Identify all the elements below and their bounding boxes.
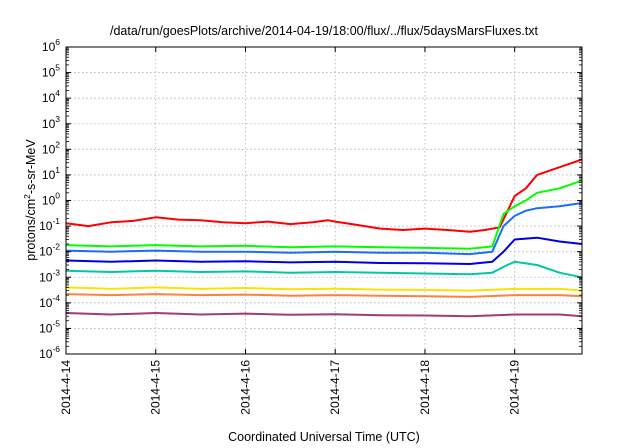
x-tick-label: 2014-4-17 [328, 360, 342, 415]
y-tick-base: 10 [42, 194, 56, 208]
series-line-2 [65, 179, 583, 250]
y-tick-exp: 4 [55, 88, 60, 98]
y-tick-label: 101 [42, 165, 60, 182]
y-tick-exp: 5 [55, 63, 60, 73]
x-tick-label: 2014-4-16 [238, 360, 252, 415]
y-tick-base: 10 [39, 219, 53, 233]
y-tick-exp: -2 [52, 242, 60, 252]
y-tick-base: 10 [39, 270, 53, 284]
y-tick-label: 10-4 [39, 293, 60, 310]
y-tick-base: 10 [42, 91, 56, 105]
y-tick-label: 10-1 [39, 216, 60, 233]
y-tick-exp: 6 [55, 37, 60, 47]
y-tick-label: 104 [42, 88, 60, 105]
series-line-6 [65, 286, 583, 292]
y-tick-base: 10 [39, 296, 53, 310]
y-tick-label: 10-5 [39, 318, 60, 335]
y-tick-label: 10-3 [39, 267, 60, 284]
x-tick-label: 2014-4-19 [508, 360, 522, 415]
y-tick-base: 10 [39, 347, 53, 361]
y-tick-exp: 2 [55, 139, 60, 149]
y-tick-exp: -1 [52, 216, 60, 226]
series-line-7 [65, 293, 583, 298]
chart-title: /data/run/goesPlots/archive/2014-04-19/1… [110, 24, 539, 38]
y-tick-label: 105 [42, 63, 60, 80]
y-tick-exp: 1 [55, 165, 60, 175]
y-tick-exp: 0 [55, 191, 60, 201]
y-axis-label-pre: protons/cm [24, 199, 38, 261]
y-tick-exp: -5 [52, 318, 60, 328]
y-axis: 10-610-510-410-310-210-11001011021031041… [39, 37, 582, 361]
y-tick-exp: -3 [52, 267, 60, 277]
y-axis-label: protons/cm2-s-sr-MeV [22, 139, 38, 261]
y-tick-label: 102 [42, 139, 60, 156]
grid [66, 47, 582, 354]
y-tick-base: 10 [42, 117, 56, 131]
y-tick-label: 10-6 [39, 344, 60, 361]
series-line-8 [65, 312, 583, 318]
series-line-3 [65, 202, 583, 256]
y-tick-label: 100 [42, 191, 60, 208]
series-line-5 [65, 260, 583, 279]
x-tick-label: 2014-4-14 [59, 360, 73, 415]
y-axis-label-sup: 2 [22, 194, 32, 199]
y-tick-base: 10 [39, 321, 53, 335]
x-tick-label: 2014-4-18 [418, 360, 432, 415]
y-tick-label: 106 [42, 37, 60, 54]
series-line-4 [65, 236, 583, 265]
y-tick-exp: -6 [52, 344, 60, 354]
y-tick-base: 10 [42, 168, 56, 182]
y-axis-label-post: -s-sr-MeV [24, 139, 38, 195]
y-tick-base: 10 [39, 245, 53, 259]
y-tick-base: 10 [42, 142, 56, 156]
series-group [65, 158, 583, 318]
y-tick-label: 10-2 [39, 242, 60, 259]
series-line-1 [65, 158, 583, 233]
y-tick-base: 10 [42, 40, 56, 54]
y-tick-exp: -4 [52, 293, 60, 303]
y-tick-base: 10 [42, 66, 56, 80]
x-axis: 2014-4-14 2014-4-15 2014-4-16 2014-4-17 2014… [59, 47, 522, 415]
y-tick-label: 103 [42, 114, 60, 131]
x-axis-label: Coordinated Universal Time (UTC) [228, 430, 420, 444]
x-tick-label: 2014-4-15 [149, 360, 163, 415]
y-tick-exp: 3 [55, 114, 60, 124]
